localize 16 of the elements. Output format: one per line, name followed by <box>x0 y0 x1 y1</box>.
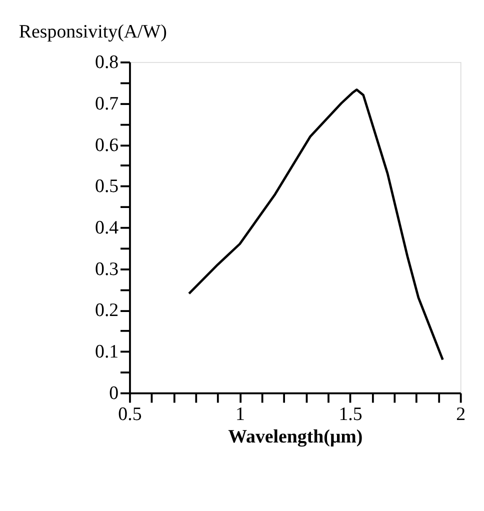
x-tick-label: 1 <box>236 404 245 425</box>
y-tick-label: 0.8 <box>95 52 119 74</box>
y-tick-label: 0.5 <box>95 176 119 198</box>
x-tick-label: 2 <box>456 404 466 425</box>
y-tick-label: 0.4 <box>95 218 120 239</box>
x-tick-label: 1.5 <box>338 404 362 425</box>
x-tick-label: 0.5 <box>118 404 142 425</box>
y-tick-label: 0.1 <box>95 342 119 363</box>
y-tick-label: 0.2 <box>95 300 119 322</box>
y-axis-title: Responsivity(A/W) <box>18 21 167 42</box>
y-tick-label: 0.6 <box>95 134 119 156</box>
y-tick-label: 0.3 <box>95 258 119 280</box>
y-tick-label: 0.7 <box>95 93 119 114</box>
line-series <box>188 88 444 361</box>
y-tick-label: 0 <box>109 382 119 404</box>
x-axis-title: Wavelength(μm) <box>228 426 363 448</box>
